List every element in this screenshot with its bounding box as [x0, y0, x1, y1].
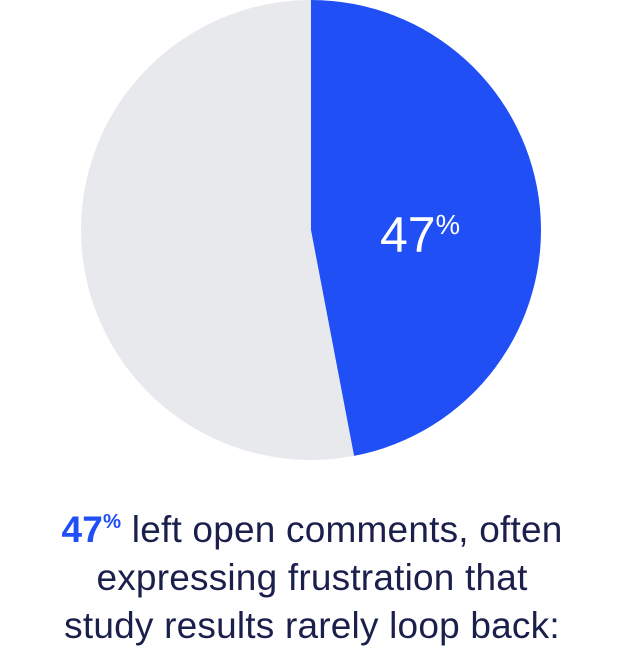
pie-slice-label-unit: %	[436, 209, 460, 240]
caption-line-2: expressing frustration that	[96, 557, 528, 598]
caption-line-3: study results rarely loop back:	[64, 605, 560, 646]
caption-stat-unit: %	[103, 510, 122, 533]
caption-text-1: left open comments, often	[121, 509, 563, 550]
pie-chart: 47%	[80, 0, 541, 461]
pie-slice-label-number: 47	[380, 207, 436, 263]
pie-slice-remaining	[80, 0, 355, 461]
caption-line-1: 47% left open comments, often	[0, 506, 624, 554]
pie-slice-47-percent	[311, 0, 541, 456]
caption-stat-number: 47	[61, 509, 104, 550]
caption: 47% left open comments, often expressing…	[0, 506, 624, 650]
pie-slice-label: 47%	[380, 207, 460, 263]
caption-stat: 47%	[61, 509, 121, 550]
